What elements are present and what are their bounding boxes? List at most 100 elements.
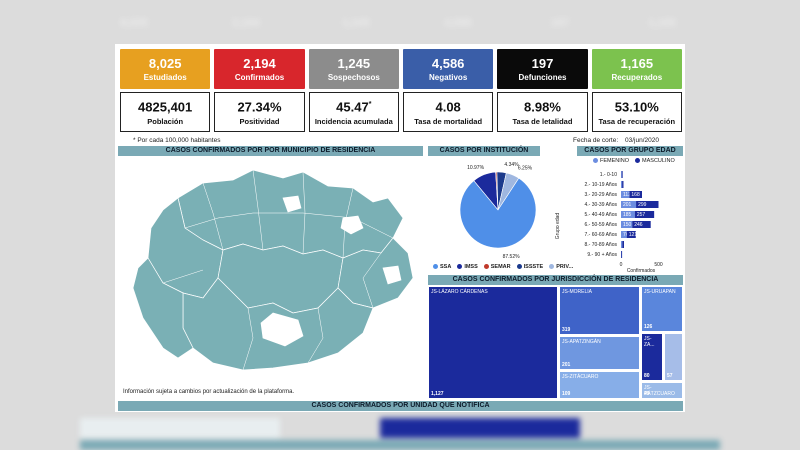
- age-bar-value: 201: [623, 202, 632, 208]
- age-bar-femenino: [621, 201, 637, 208]
- stats-row: 4825,401 Población 27.34% Positividad 45.47*…: [120, 92, 682, 132]
- municipality-map: [132, 169, 414, 371]
- institution-pie-chart: 10.97% 4.34%6.25% 87.52%: [459, 162, 537, 260]
- femenino-swatch: [593, 158, 598, 164]
- age-bar-femenino: [621, 221, 633, 228]
- stat-value: 27.34%: [237, 99, 282, 115]
- bg-tile-5: 1,165: [648, 17, 676, 29]
- pie-legend-item: IMSS: [457, 264, 478, 270]
- stat-value: 53.10%: [614, 99, 659, 115]
- kpi-estudiados: 8,025 Estudiados: [120, 49, 211, 89]
- stat-label: Tasa de mortalidad: [414, 116, 483, 126]
- legend-swatch: [483, 264, 489, 270]
- age-bar-femenino: [621, 241, 623, 248]
- age-bar-value: 76: [623, 232, 629, 238]
- treemap-cell-value: 80: [644, 373, 650, 379]
- age-category-label: 5.- 40-49 Años: [584, 212, 617, 218]
- map-region-hole-4: [382, 265, 402, 285]
- bg-tile-4: 197: [550, 17, 570, 29]
- stat-box: 53.10% Tasa de recuperación: [591, 92, 682, 132]
- bg-tile-3: 4,586: [444, 17, 472, 29]
- dashboard-sheet: 8,025 Estudiados 2,194 Confirmados 1,245 Sosp…: [115, 44, 685, 412]
- stat-label: Población: [147, 116, 184, 126]
- treemap-cell: JS-ZA... 80: [641, 333, 663, 381]
- age-bar-masculino: [621, 171, 623, 178]
- map-region-coast: [132, 257, 194, 359]
- age-bar-masculino: [636, 201, 659, 208]
- legend-label: ISSSTE: [523, 264, 544, 270]
- bg-tile-1: 2,194: [232, 17, 260, 29]
- pie-label: 6.25%: [518, 166, 533, 172]
- kpi-label: Negativos: [429, 72, 468, 82]
- pie-legend-item: SEMAR: [483, 264, 511, 270]
- treemap-cell-value: 49: [644, 391, 650, 397]
- bg-tile-2: 1,245: [342, 17, 370, 29]
- legend-label: PRIV...: [556, 264, 574, 270]
- legend-swatch: [457, 264, 463, 270]
- jurisdiction-treemap: JS-LÁZARO CÁRDENAS 1,127 JS-MORELIA 319 JS-A…: [428, 286, 683, 399]
- legend-label: SSA: [440, 264, 452, 270]
- stat-label: Tasa de letalidad: [512, 116, 573, 126]
- age-bar-masculino: [634, 211, 655, 218]
- stat-value: 4.08: [435, 99, 461, 115]
- age-bar-masculino: [621, 251, 623, 258]
- treemap-cell-name: JS-ZA...: [644, 336, 655, 348]
- pie-legend-item: ISSSTE: [516, 264, 544, 270]
- age-bar-femenino: [621, 231, 627, 238]
- stat-value: 8.98%: [524, 99, 561, 115]
- treemap-cell-value: 109: [562, 391, 571, 397]
- age-bar-femenino: [621, 181, 623, 188]
- treemap-cell-name: JS-ZITÁCUARO: [562, 374, 599, 380]
- section-header-jurisdiction: CASOS CONFIRMADOS POR JURISDICCIÓN DE RE…: [428, 275, 683, 285]
- kpi-recuperados: 1,165 Recuperados: [591, 49, 682, 89]
- section-header-map: CASOS CONFIRMADOS POR POR MUNICIPIO DE R…: [118, 146, 423, 156]
- age-bar-femenino: [621, 191, 630, 198]
- age-bar-value: 121: [629, 232, 638, 238]
- cut-date-value: 03/jun/2020: [625, 137, 659, 144]
- stat-box: 4825,401 Población: [120, 92, 211, 132]
- age-bar-masculino: [622, 181, 624, 188]
- treemap-cell: JS-URUAPAN 126: [641, 286, 683, 332]
- treemap-cell-value: 319: [562, 327, 571, 333]
- age-bar-masculino: [622, 241, 624, 248]
- stat-box: 8.98% Tasa de letalidad: [497, 92, 588, 132]
- age-x-axis-label: Confirmados: [627, 268, 656, 274]
- kpi-label: Confirmados: [234, 72, 285, 82]
- age-category-label: 6.- 50-59 Años: [584, 222, 617, 228]
- kpi-value: 4,586: [431, 55, 465, 71]
- stat-value: 45.47*: [336, 99, 372, 115]
- treemap-cell: JS-MORELIA 319: [559, 286, 640, 335]
- age-category-label: 3.- 20-29 Años: [584, 192, 617, 198]
- institution-legend: SSA IMSS SEMAR ISSSTE PRIV...: [433, 264, 573, 270]
- age-bar-value: 299: [638, 202, 647, 208]
- legend-label: IMSS: [464, 264, 478, 270]
- section-header-unit: CASOS CONFIRMADOS POR UNIDAD QUE NOTIFIC…: [118, 401, 683, 411]
- background-footer-blur: [80, 418, 720, 450]
- pie-label: 10.97%: [467, 165, 485, 171]
- age-x-tick: 500: [654, 262, 663, 268]
- treemap-cell-value: 126: [644, 324, 653, 330]
- stat-label: Positividad: [239, 116, 280, 126]
- age-bar-value: 257: [637, 212, 646, 218]
- treemap-cell: JS-ZITÁCUARO 109: [559, 371, 640, 399]
- age-y-axis-label: Grupo edad: [555, 213, 561, 240]
- treemap-cell: JS-LÁZARO CÁRDENAS 1,127: [428, 286, 558, 399]
- kpi-confirmados: 2,194 Confirmados: [214, 49, 305, 89]
- age-category-label: 8.- 70-89 Años: [584, 242, 617, 248]
- age-bar-value: 246: [634, 222, 643, 228]
- age-bar-value: 150: [623, 222, 632, 228]
- treemap-cell-name: JS-APATZINGÁN: [562, 339, 601, 345]
- age-category-label: 7.- 60-69 Años: [584, 232, 617, 238]
- treemap-cell-name: JS-MORELIA: [562, 289, 593, 295]
- legend-swatch: [516, 264, 522, 270]
- stat-box: 27.34% Positividad: [214, 92, 305, 132]
- stat-label: Tasa de recuperación: [598, 116, 676, 126]
- kpi-label: Sospechosos: [327, 72, 380, 82]
- legend-label: SEMAR: [490, 264, 511, 270]
- kpi-label: Recuperados: [611, 72, 663, 82]
- treemap-cell-value: 57: [667, 373, 673, 379]
- age-category-label: 1.- 0-10: [600, 172, 617, 178]
- legend-femenino: FEMENINO: [593, 158, 629, 164]
- kpi-sospechosos: 1,245 Sospechosos: [308, 49, 399, 89]
